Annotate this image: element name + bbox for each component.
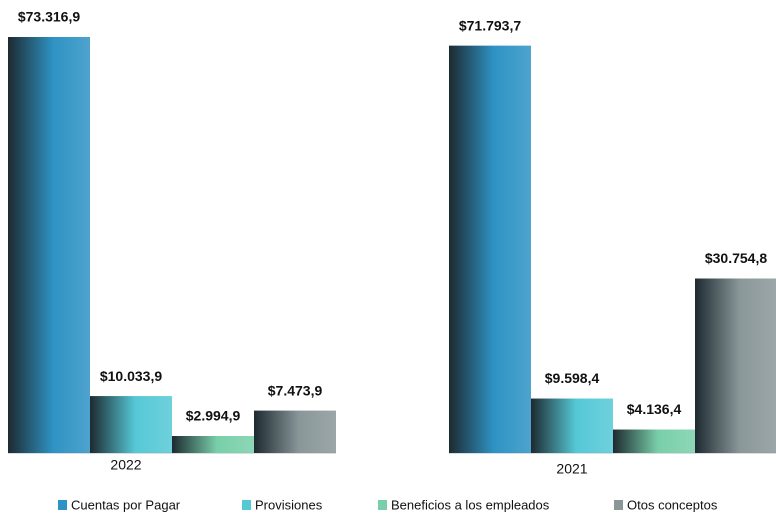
data-label: $4.136,4 [627,401,682,417]
bar [90,396,172,453]
bar [172,436,254,453]
legend-swatch [614,500,623,510]
data-label: $30.754,8 [705,250,767,266]
bar [695,278,776,453]
x-tick-label: 2021 [556,461,587,477]
data-label: $10.033,9 [100,368,162,384]
legend-swatch [58,500,67,510]
legend-label: Cuentas por Pagar [71,497,181,512]
data-label: $7.473,9 [268,382,323,398]
bar [613,429,695,453]
bar [254,410,336,453]
x-tick-label: 2022 [110,457,141,473]
data-label: $9.598,4 [545,370,600,386]
bar [531,398,613,453]
data-label: $73.316,9 [18,9,80,25]
legend-label: Provisiones [255,497,323,512]
bar [449,45,531,453]
legend-swatch [242,500,251,510]
legend-label: Otos conceptos [627,497,718,512]
bar [8,37,90,453]
legend-label: Beneficios a los empleados [391,497,550,512]
data-label: $2.994,9 [186,408,241,424]
data-label: $71.793,7 [459,17,521,33]
legend-swatch [378,500,387,510]
